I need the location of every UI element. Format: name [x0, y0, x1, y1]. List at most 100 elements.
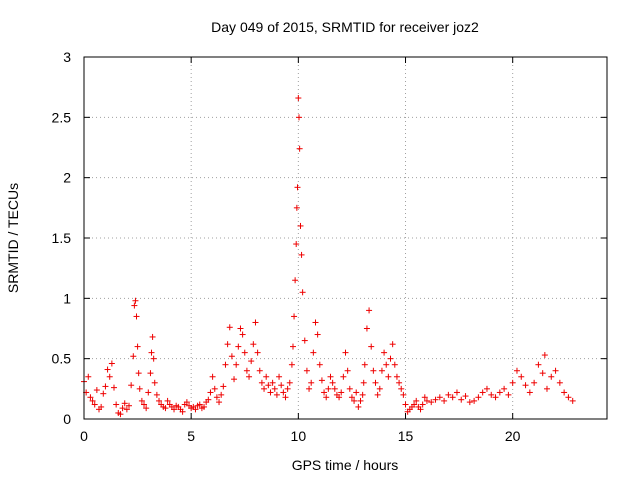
data-point [398, 385, 405, 392]
data-point [531, 379, 538, 386]
y-axis-label: SRMTID / TECUs [5, 183, 21, 293]
data-point [355, 403, 362, 410]
data-point [385, 373, 392, 380]
x-tick-label: 10 [291, 428, 307, 444]
data-point [147, 370, 154, 377]
data-point [135, 370, 142, 377]
data-point [282, 394, 289, 401]
data-point [292, 277, 299, 284]
data-point [342, 349, 349, 356]
data-point [256, 367, 263, 374]
data-point [150, 355, 157, 362]
x-axis-label: GPS time / hours [292, 457, 399, 473]
data-point [421, 394, 428, 401]
data-point [289, 343, 296, 350]
data-point [89, 397, 96, 404]
data-point [192, 406, 199, 413]
data-point [296, 145, 303, 152]
data-point [370, 367, 377, 374]
grid-lines [84, 57, 607, 419]
data-point [295, 95, 302, 102]
data-point [419, 401, 426, 408]
data-point [372, 379, 379, 386]
data-point [226, 324, 233, 331]
data-point [389, 341, 396, 348]
data-point [543, 385, 550, 392]
data-point [522, 382, 529, 389]
data-point [133, 313, 140, 320]
data-point [141, 401, 148, 408]
data-point [149, 333, 156, 340]
data-point [248, 358, 255, 365]
data-point [496, 389, 503, 396]
data-point [237, 325, 244, 332]
data-point [291, 313, 298, 320]
data-point [224, 341, 231, 348]
data-point [492, 394, 499, 401]
data-point [299, 289, 306, 296]
data-point [254, 349, 261, 356]
data-point [569, 397, 576, 404]
data-point [265, 382, 272, 389]
data-point [87, 394, 94, 401]
data-point [211, 385, 218, 392]
data-point [100, 390, 107, 397]
data-point [321, 389, 328, 396]
y-tick-label: 1 [63, 290, 71, 306]
y-tick-label: 3 [63, 49, 71, 65]
data-point [402, 401, 409, 408]
data-point [471, 397, 478, 404]
data-point [108, 360, 115, 367]
data-point [241, 349, 248, 356]
data-point [351, 397, 358, 404]
data-point [310, 349, 317, 356]
data-point [428, 399, 435, 406]
data-point [303, 367, 310, 374]
data-point [458, 396, 465, 403]
data-point [378, 367, 385, 374]
data-point [286, 379, 293, 386]
data-point [104, 366, 111, 373]
data-point [293, 241, 300, 248]
data-point [361, 361, 368, 368]
data-point [288, 361, 295, 368]
data-point [526, 389, 533, 396]
data-point [102, 383, 109, 390]
x-tick-label: 20 [505, 428, 521, 444]
data-point [548, 373, 555, 380]
data-point [228, 353, 235, 360]
data-point [216, 399, 223, 406]
data-point [298, 251, 305, 258]
data-point [213, 394, 220, 401]
data-point [301, 337, 308, 344]
data-point [308, 379, 315, 386]
data-point [505, 391, 512, 398]
data-point [556, 379, 563, 386]
data-point [196, 401, 203, 408]
data-point [312, 319, 319, 326]
data-point [162, 405, 169, 412]
data-point [123, 406, 130, 413]
data-point [218, 391, 225, 398]
data-point [252, 319, 259, 326]
data-point [479, 389, 486, 396]
data-point [235, 343, 242, 350]
data-point [552, 367, 559, 374]
data-point [91, 401, 98, 408]
data-point [271, 385, 278, 392]
data-point [293, 204, 300, 211]
data-point [366, 307, 373, 314]
data-point [423, 397, 430, 404]
data-point [475, 394, 482, 401]
data-point [267, 389, 274, 396]
data-point [113, 401, 120, 408]
data-point [329, 379, 336, 386]
data-point [396, 379, 403, 386]
data-point [130, 353, 137, 360]
data-point [220, 383, 227, 390]
data-point [148, 349, 155, 356]
data-point [483, 385, 490, 392]
data-point [331, 385, 338, 392]
data-point [131, 302, 138, 309]
axis-ticks: 0 5 10 15 20 0 0.5 1 1.5 2 2.5 3 [52, 49, 607, 444]
